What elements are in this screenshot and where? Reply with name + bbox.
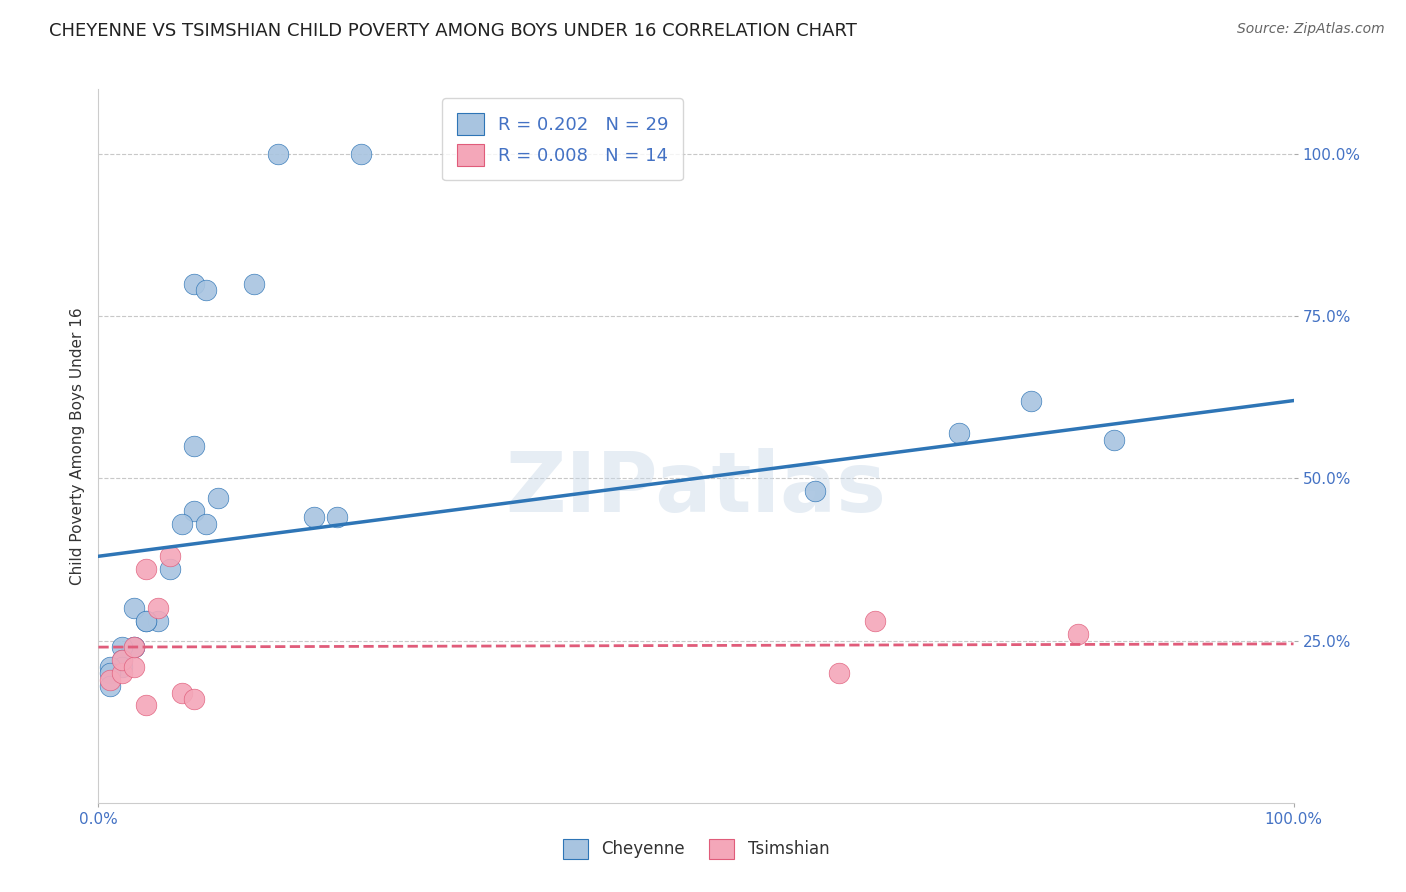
Point xyxy=(948,425,970,440)
Point xyxy=(207,491,229,505)
Point xyxy=(159,549,181,564)
Point xyxy=(111,653,134,667)
Text: Source: ZipAtlas.com: Source: ZipAtlas.com xyxy=(1237,22,1385,37)
Point xyxy=(124,659,146,673)
Point xyxy=(195,516,218,531)
Point xyxy=(98,673,122,687)
Point xyxy=(326,510,349,524)
Point xyxy=(183,277,205,291)
Point xyxy=(302,510,325,524)
Point xyxy=(135,614,157,628)
Point xyxy=(98,679,122,693)
Point xyxy=(124,640,146,654)
Point xyxy=(98,659,122,673)
Point xyxy=(183,692,205,706)
Point xyxy=(828,666,851,681)
Text: ZIPatlas: ZIPatlas xyxy=(506,449,886,529)
Point xyxy=(183,504,205,518)
Point xyxy=(111,653,134,667)
Point xyxy=(148,601,170,615)
Point xyxy=(1104,433,1126,447)
Point xyxy=(135,614,157,628)
Text: CHEYENNE VS TSIMSHIAN CHILD POVERTY AMONG BOYS UNDER 16 CORRELATION CHART: CHEYENNE VS TSIMSHIAN CHILD POVERTY AMON… xyxy=(49,22,858,40)
Point xyxy=(111,640,134,654)
Point xyxy=(111,666,134,681)
Point xyxy=(350,147,373,161)
Point xyxy=(124,601,146,615)
Point xyxy=(124,640,146,654)
Legend: Cheyenne, Tsimshian: Cheyenne, Tsimshian xyxy=(555,832,837,866)
Point xyxy=(135,562,157,576)
Point xyxy=(1019,393,1042,408)
Point xyxy=(148,614,170,628)
Point xyxy=(267,147,290,161)
Point xyxy=(111,659,134,673)
Point xyxy=(159,562,181,576)
Point xyxy=(243,277,266,291)
Point xyxy=(172,685,194,699)
Point xyxy=(98,666,122,681)
Point xyxy=(172,516,194,531)
Point xyxy=(865,614,887,628)
Point xyxy=(1067,627,1090,641)
Point xyxy=(183,439,205,453)
Point xyxy=(195,283,218,297)
Point xyxy=(124,640,146,654)
Point xyxy=(804,484,827,499)
Y-axis label: Child Poverty Among Boys Under 16: Child Poverty Among Boys Under 16 xyxy=(69,307,84,585)
Point xyxy=(135,698,157,713)
